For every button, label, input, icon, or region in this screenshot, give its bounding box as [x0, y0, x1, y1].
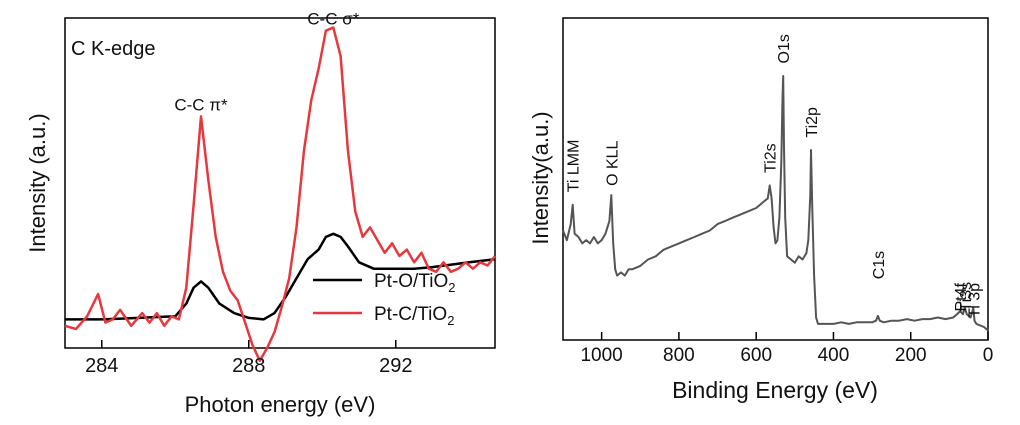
- legend-label-pt-o: Pt-O/TiO2: [374, 271, 455, 295]
- x-tick-label: 284: [85, 355, 118, 377]
- peak-label: Ti3s: [958, 282, 975, 312]
- peak-label: O KLL: [604, 140, 621, 185]
- series-line-0-1: [64, 26, 496, 362]
- left-peak-labels: C-C π* C-C σ*: [174, 10, 359, 115]
- peak-label: C-C π*: [174, 95, 228, 114]
- left-plot-frame: [64, 17, 496, 349]
- left-x-axis-title: Photon energy (eV): [185, 392, 376, 417]
- x-tick-label: 288: [232, 355, 265, 377]
- right-series-group: [562, 75, 989, 332]
- series-line-0-0: [65, 232, 496, 321]
- series-line-1-0: [562, 75, 989, 332]
- x-tick-label: 800: [663, 345, 695, 366]
- right-ticks-group: 1000 800 600 400 200 0: [580, 332, 993, 366]
- right-x-axis-title: Binding Energy (eV): [672, 377, 878, 403]
- x-tick-label: 0: [983, 345, 994, 366]
- peak-label: O1s: [776, 34, 793, 63]
- peak-label: Ti LMM: [566, 140, 583, 193]
- peak-label: C1s: [871, 251, 888, 279]
- peak-label: C-C σ*: [307, 10, 359, 29]
- peak-label: Pt4f: [953, 282, 970, 311]
- left-ticks-group: 284 288 292: [85, 340, 412, 377]
- peak-label: Ti2s: [763, 143, 780, 173]
- chart-right: 1000 800 600 400 200 0 Ti LMM O KLL Ti2s O1s Ti2p…: [528, 17, 993, 403]
- peak-label: Ti2p: [804, 107, 821, 138]
- peak-label: Ti 3p: [966, 283, 983, 318]
- chart-left: 284 288 292 C-C π* C-C σ* C K-edge Photon e…: [25, 10, 496, 417]
- x-tick-label: 292: [379, 355, 412, 377]
- legend: Pt-O/TiO2 Pt-C/TiO2: [313, 271, 455, 328]
- x-tick-label: 1000: [580, 345, 622, 366]
- x-tick-label: 200: [895, 345, 927, 366]
- left-y-axis-title: Intensity (a.u.): [25, 113, 50, 252]
- right-plot-frame: [562, 17, 989, 341]
- right-y-axis-title: Intensity(a.u.): [528, 111, 553, 244]
- left-series-group: [64, 26, 496, 362]
- x-tick-label: 600: [740, 345, 772, 366]
- left-chart-title: C K-edge: [71, 38, 156, 60]
- legend-label-pt-c: Pt-C/TiO2: [374, 304, 454, 328]
- x-tick-label: 400: [818, 345, 850, 366]
